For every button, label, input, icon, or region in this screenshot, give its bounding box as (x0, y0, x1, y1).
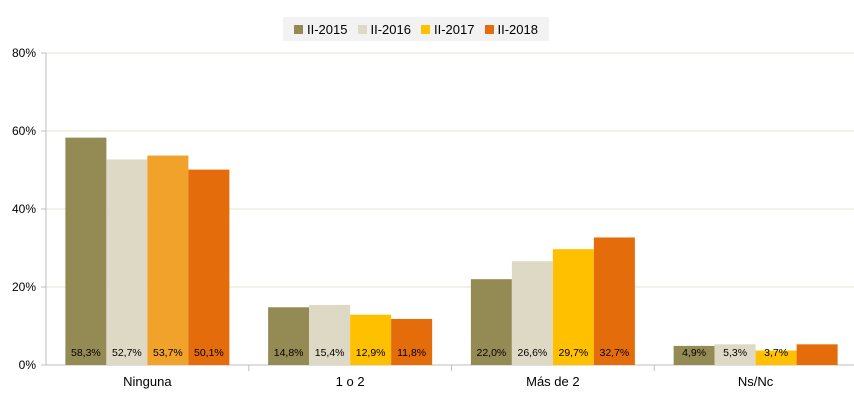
legend-swatch-ii-2015 (294, 24, 303, 34)
y-tick-label: 80% (12, 46, 36, 60)
data-label: 50,1% (194, 347, 224, 359)
bar-ii-2015 (268, 307, 310, 365)
x-tick-label: Ns/Nc (738, 374, 774, 389)
bar-ii-2016 (511, 261, 553, 365)
legend-swatch-ii-2017 (421, 24, 430, 34)
data-label: 58,3% (71, 347, 101, 359)
data-label: 15,4% (315, 347, 345, 359)
data-label: 12,9% (356, 347, 386, 359)
y-tick-label: 0% (19, 358, 37, 372)
bar-ii-2018 (391, 318, 433, 365)
legend-label-ii-2018: II-2018 (497, 21, 538, 37)
data-label: 26,6% (517, 347, 547, 359)
bar-ii-2018 (188, 169, 230, 365)
legend: II-2015 II-2016 II-2017 II-2018 (283, 17, 549, 41)
bar-ii-2016 (714, 344, 756, 365)
legend-label-ii-2016: II-2016 (370, 21, 411, 37)
legend-swatch-ii-2018 (484, 24, 494, 34)
legend-item-ii-2016: II-2016 (357, 21, 411, 37)
data-label: 3,7% (764, 347, 788, 359)
bar-ii-2015 (65, 137, 107, 365)
x-tick-label: Ninguna (123, 374, 172, 389)
legend-label-ii-2017: II-2017 (434, 21, 475, 37)
data-label: 11,8% (397, 347, 426, 359)
bar-ii-2017 (552, 249, 594, 365)
legend-label-ii-2015: II-2015 (307, 21, 348, 37)
bar-ii-2017 (350, 314, 392, 365)
legend-item-ii-2017: II-2017 (421, 22, 474, 37)
bar-ii-2016 (309, 304, 351, 365)
data-label: 5,3% (723, 347, 747, 359)
legend-swatch-ii-2016 (357, 24, 367, 34)
bar-ii-2018 (593, 237, 635, 365)
legend-item-ii-2018: II-2018 (484, 21, 538, 37)
bar-ii-2016 (106, 159, 148, 365)
data-label: 52,7% (112, 347, 142, 359)
y-tick-label: 60% (12, 124, 36, 138)
y-tick-label: 20% (12, 280, 36, 294)
x-tick-label: 1 o 2 (336, 374, 365, 389)
data-label: 14,8% (274, 347, 304, 359)
data-label: 4,9% (682, 347, 706, 359)
data-label: 53,7% (153, 347, 183, 359)
data-label: 22,0% (476, 347, 506, 359)
bar-ii-2017 (147, 155, 189, 365)
bar-ii-2018 (796, 344, 838, 365)
y-tick-label: 40% (12, 202, 36, 216)
data-label: 32,7% (599, 347, 629, 359)
bar-ii-2017 (755, 350, 797, 365)
bar-ii-2015 (673, 345, 715, 365)
legend-item-ii-2015: II-2015 (294, 22, 347, 37)
x-tick-label: Más de 2 (526, 374, 579, 389)
data-label: 29,7% (558, 347, 588, 359)
bar-ii-2015 (470, 279, 512, 365)
